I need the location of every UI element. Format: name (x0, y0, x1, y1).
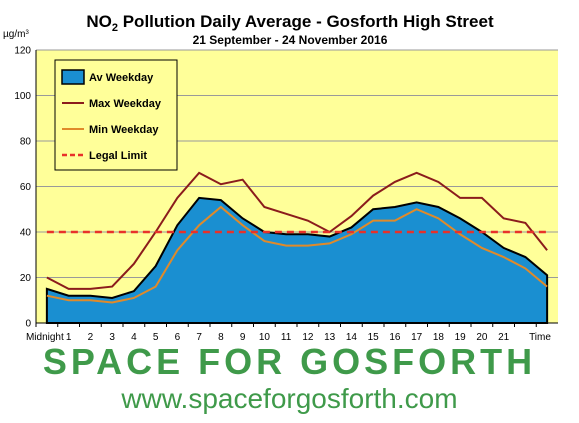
x-tick-label: 6 (175, 332, 181, 343)
x-tick-label: Midnight (26, 332, 64, 343)
x-tick-label: 13 (324, 332, 336, 343)
x-tick-label: 2 (88, 332, 94, 343)
y-tick-label: 120 (14, 46, 31, 57)
x-tick-label: 3 (109, 332, 115, 343)
chart-title: NO2 Pollution Daily Average - Gosforth H… (86, 12, 494, 34)
x-tick-label: 21 (498, 332, 510, 343)
series-layer (45, 171, 549, 324)
y-tick-label: 20 (20, 273, 32, 284)
x-tick-label: 1 (66, 332, 72, 343)
y-tick-label: 40 (20, 228, 32, 239)
legend-swatch-av-weekday (61, 69, 85, 85)
series-min-weekday-line (46, 205, 548, 304)
y-tick-label: 60 (20, 182, 32, 193)
x-tick-label: 20 (476, 332, 488, 343)
legend-label-max-weekday: Max Weekday (89, 98, 162, 110)
x-tick-label: 17 (411, 332, 423, 343)
legend-label-min-weekday: Min Weekday (89, 124, 159, 136)
legend-label-legal-limit: Legal Limit (89, 150, 147, 162)
y-tick-label: 100 (14, 91, 31, 102)
x-tick-label: 19 (455, 332, 467, 343)
x-tick-label: 14 (346, 332, 358, 343)
y-tick-label: 0 (25, 319, 31, 330)
series-max-weekday-line (46, 171, 548, 290)
x-axis: Midnight 1 2 3 4 5 6 7 8 9 10 11 12 13 14 15 16 17 18 19 20 2… (26, 323, 537, 343)
series-av-weekday-area (45, 196, 549, 324)
x-tick-label: 11 (281, 332, 292, 343)
brand-name: SPACE FOR GOSFORTH (42, 341, 537, 382)
x-tick-label: 9 (240, 332, 246, 343)
x-tick-label: 12 (302, 332, 314, 343)
x-tick-label: 10 (259, 332, 271, 343)
x-tick-label: 16 (389, 332, 401, 343)
y-tick-label: 80 (20, 137, 32, 148)
x-tick-label: 8 (218, 332, 224, 343)
brand-url: www.spaceforgosforth.com (121, 383, 458, 414)
legend-label-av-weekday: Av Weekday (89, 72, 154, 84)
x-tick-label: 5 (153, 332, 159, 343)
y-axis-label: µg/m3 (3, 29, 29, 40)
chart-subtitle: 21 September - 24 November 2016 (193, 33, 388, 47)
legend: Av Weekday Max Weekday Min Weekday Legal Li… (54, 59, 178, 171)
x-tick-label: 18 (433, 332, 445, 343)
x-tick-label: 15 (368, 332, 380, 343)
x-tick-label: 7 (196, 332, 202, 343)
x-tick-label: 4 (131, 332, 137, 343)
x-axis-label: Time (529, 332, 551, 343)
